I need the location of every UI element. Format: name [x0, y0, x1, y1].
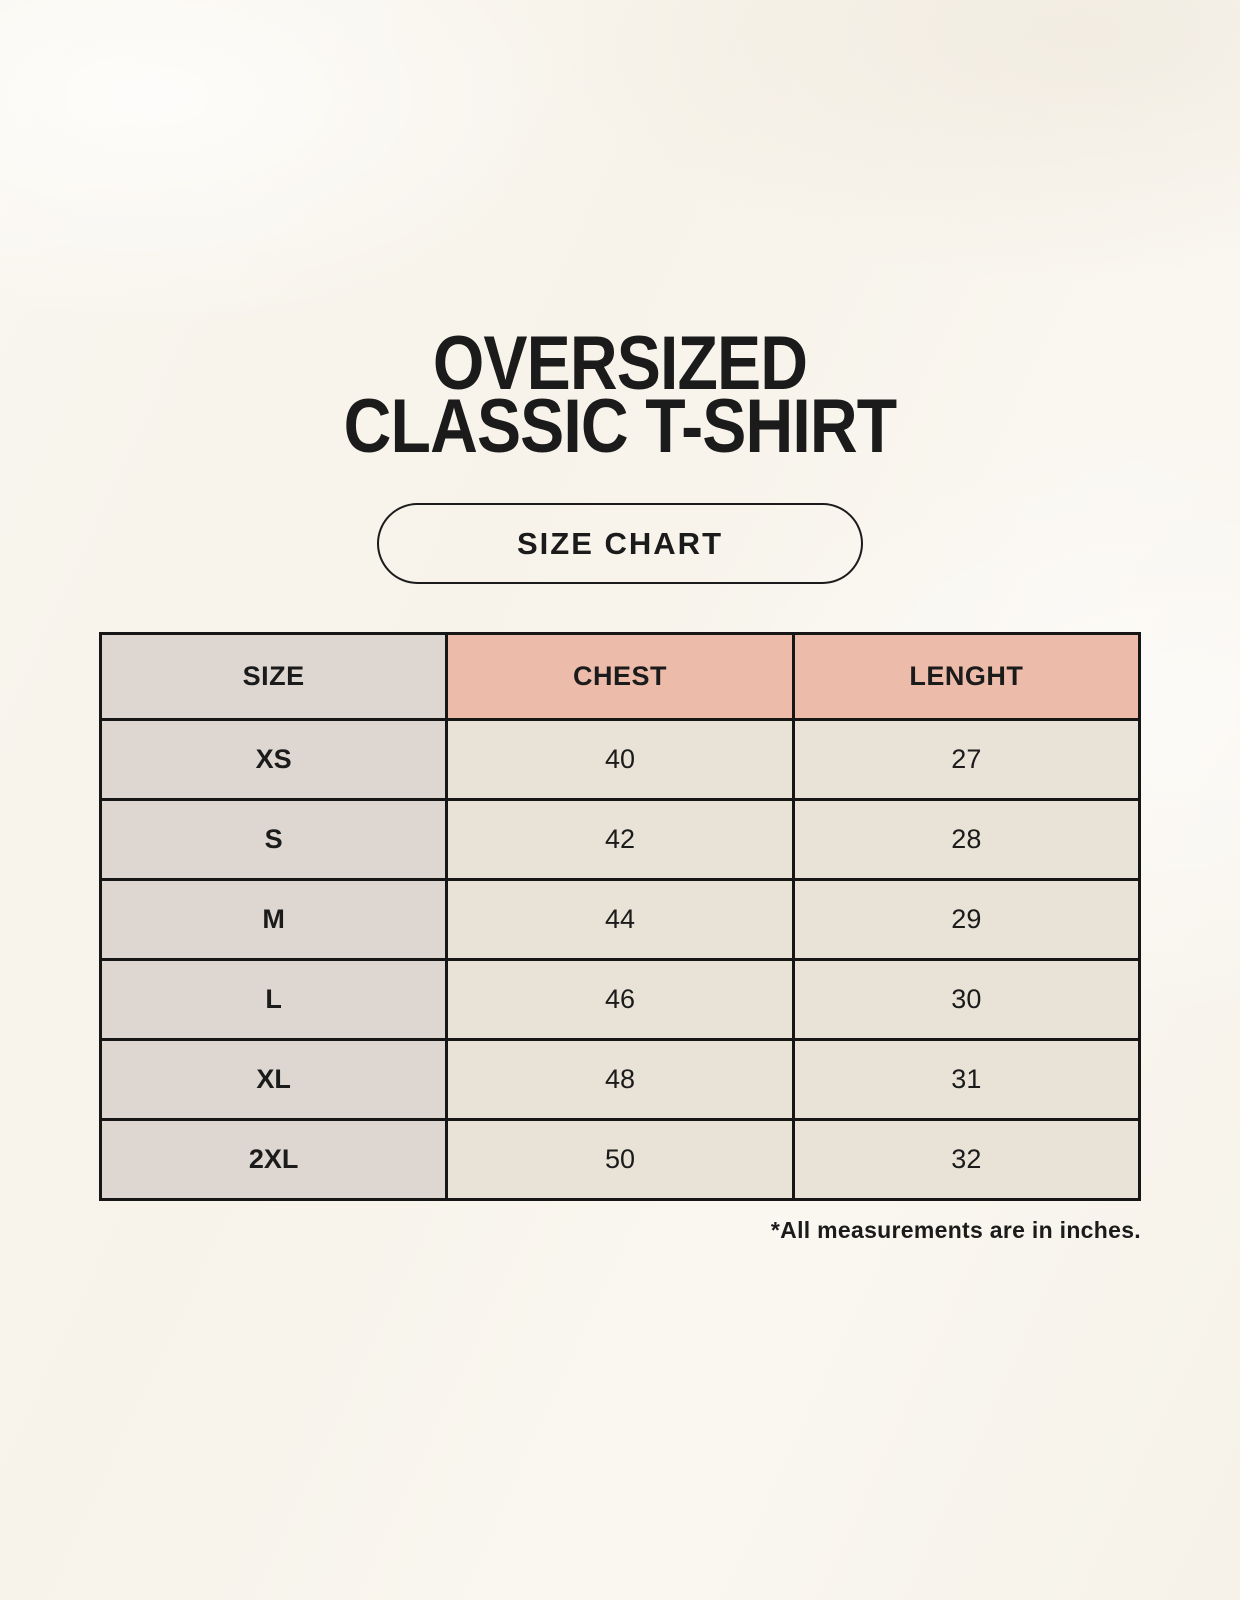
table-row-s: S 42 28	[98, 798, 1142, 881]
size-cell: S	[98, 798, 449, 881]
length-cell: 29	[791, 878, 1142, 961]
size-cell: XL	[98, 1038, 449, 1121]
table-row-xs: XS 40 27	[98, 718, 1142, 801]
page-title: OVERSIZED CLASSIC T-SHIRT	[0, 0, 1240, 469]
column-header-lenght: LENGHT	[791, 632, 1142, 721]
size-cell: 2XL	[98, 1118, 449, 1201]
table-row-xl: XL 48 31	[98, 1038, 1142, 1121]
size-cell: XS	[98, 718, 449, 801]
chest-cell: 48	[445, 1038, 795, 1121]
size-cell: L	[98, 958, 449, 1041]
chest-cell: 42	[445, 798, 795, 881]
length-cell: 27	[791, 718, 1142, 801]
column-header-chest: CHEST	[445, 632, 795, 721]
length-cell: 31	[791, 1038, 1142, 1121]
size-chart-button[interactable]: SIZE CHART	[377, 503, 863, 584]
length-cell: 28	[791, 798, 1142, 881]
chest-cell: 40	[445, 718, 795, 801]
page-title-line-2: CLASSIC T-SHIRT	[343, 384, 898, 469]
size-chart-table: SIZE CHEST LENGHT XS 40 27 S 42 28 M 44 …	[98, 632, 1142, 1201]
chest-cell: 50	[445, 1118, 795, 1201]
chest-cell: 44	[445, 878, 795, 961]
size-chart-button-label: SIZE CHART	[517, 525, 723, 561]
column-header-size: SIZE	[98, 632, 449, 721]
size-cell: M	[98, 878, 449, 961]
measurements-footnote: *All measurements are in inches.	[770, 1217, 1141, 1243]
length-cell: 32	[791, 1118, 1142, 1201]
length-cell: 30	[791, 958, 1142, 1041]
table-row-l: L 46 30	[98, 958, 1142, 1041]
table-row-2xl: 2XL 50 32	[98, 1118, 1142, 1201]
chest-cell: 46	[445, 958, 795, 1041]
table-header-row: SIZE CHEST LENGHT	[98, 632, 1142, 721]
table-row-m: M 44 29	[98, 878, 1142, 961]
page-title-line-1: OVERSIZED	[432, 321, 808, 406]
